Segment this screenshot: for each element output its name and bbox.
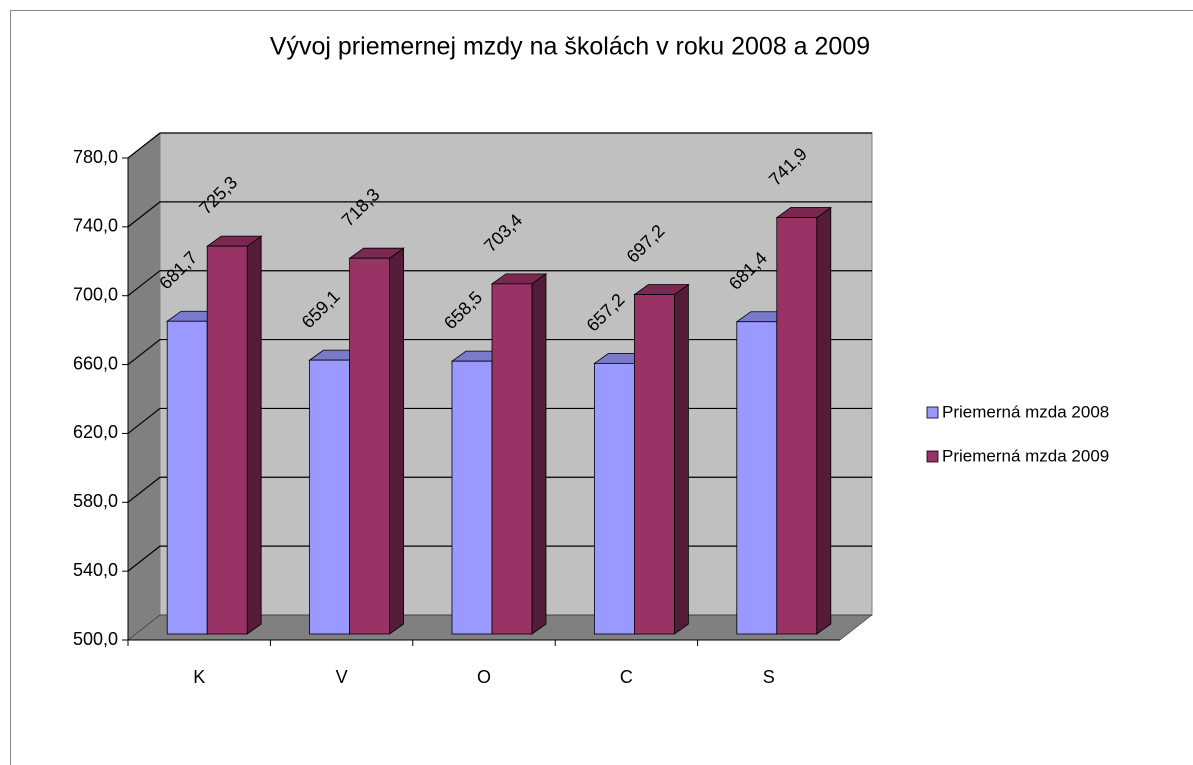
y-tick-label: 540,0: [73, 560, 118, 580]
bar: [776, 217, 818, 635]
chart-title: Vývoj priemernej mzdy na školách v roku …: [270, 33, 870, 61]
bar: [166, 320, 208, 635]
y-tick-label: 580,0: [73, 491, 118, 511]
bar: [451, 360, 493, 635]
legend-swatch: [926, 450, 939, 463]
y-tick-label: 660,0: [73, 353, 118, 373]
bar-side: [674, 283, 689, 635]
y-tick-label: 780,0: [73, 147, 118, 167]
x-tick-label: S: [763, 667, 775, 687]
bar: [309, 359, 351, 635]
side-wall: [128, 133, 160, 640]
legend-swatch: [926, 406, 939, 419]
bar: [634, 294, 675, 635]
bar-side: [816, 206, 832, 635]
bar: [594, 362, 635, 635]
x-tick-label: K: [193, 667, 205, 687]
x-tick-label: O: [477, 667, 491, 687]
bar: [349, 257, 391, 635]
y-tick-label: 700,0: [73, 284, 118, 304]
grid-line: [127, 132, 872, 159]
legend-label: Priemerná mzda 2008: [942, 402, 1109, 421]
legend-label: Priemerná mzda 2009: [942, 446, 1109, 465]
y-tick-label: 740,0: [73, 216, 118, 236]
x-tick-label: C: [620, 667, 633, 687]
bar-side: [246, 235, 262, 635]
y-tick-label: 620,0: [73, 422, 118, 442]
grid-line: [127, 201, 872, 228]
bar-side: [389, 247, 405, 635]
bar: [206, 245, 248, 635]
x-tick-label: V: [336, 667, 348, 687]
bar: [491, 283, 533, 635]
bar: [736, 321, 778, 635]
bar-side: [531, 273, 547, 635]
y-tick-label: 500,0: [73, 629, 118, 649]
grid-line: [127, 270, 872, 297]
